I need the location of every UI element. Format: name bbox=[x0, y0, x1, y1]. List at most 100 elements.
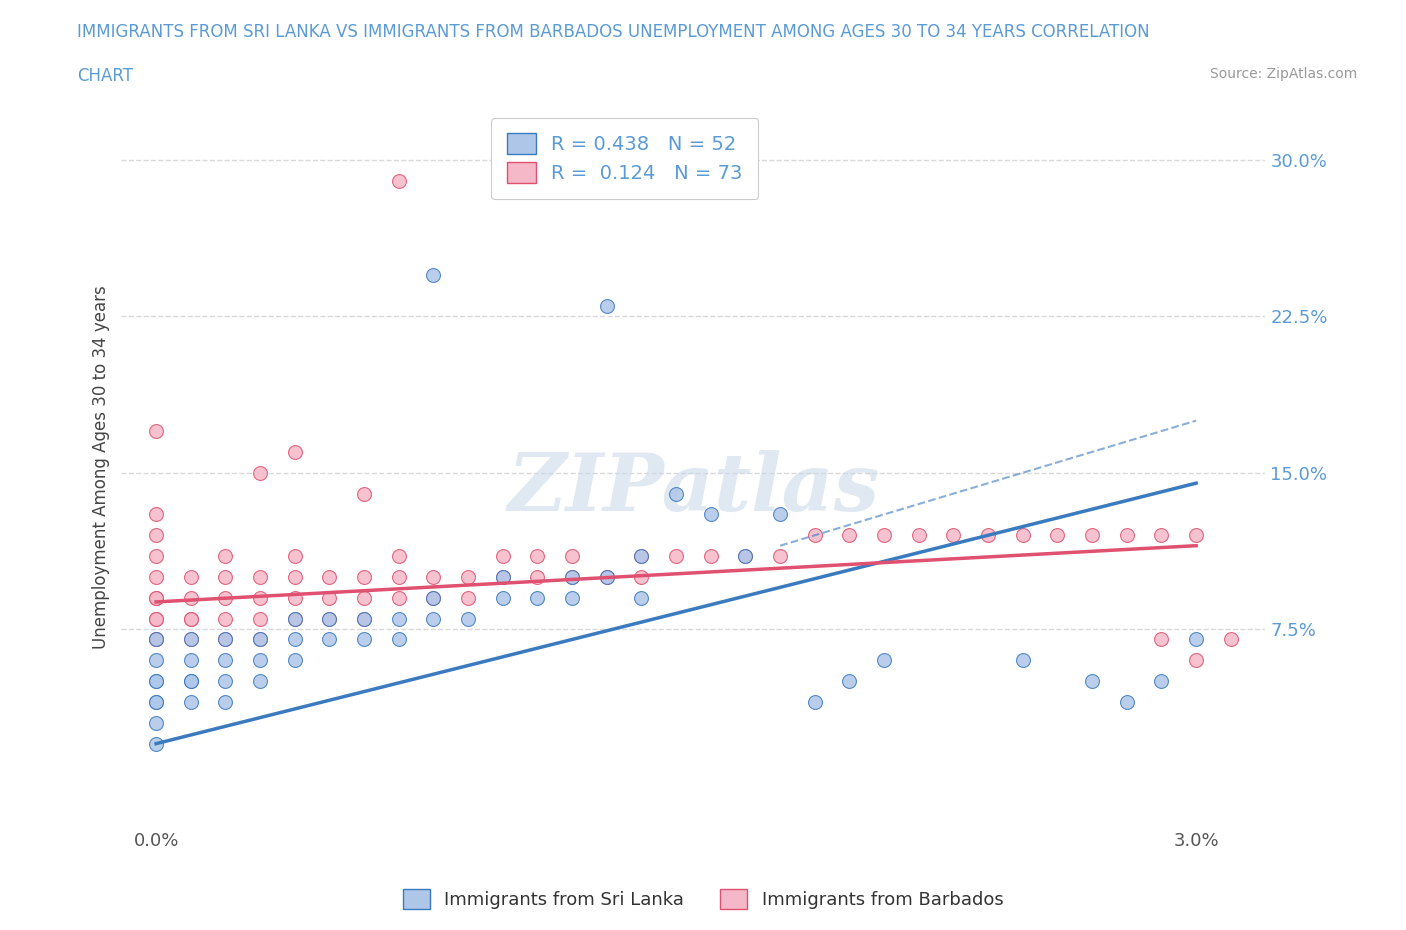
Text: IMMIGRANTS FROM SRI LANKA VS IMMIGRANTS FROM BARBADOS UNEMPLOYMENT AMONG AGES 30: IMMIGRANTS FROM SRI LANKA VS IMMIGRANTS … bbox=[77, 23, 1150, 41]
Point bbox=[145, 673, 167, 688]
Point bbox=[630, 569, 652, 584]
Point bbox=[665, 486, 688, 501]
Point bbox=[596, 569, 619, 584]
Point bbox=[214, 632, 236, 647]
Point bbox=[942, 528, 965, 543]
Point bbox=[907, 528, 929, 543]
Point bbox=[1150, 673, 1173, 688]
Point bbox=[457, 591, 479, 605]
Point bbox=[145, 591, 167, 605]
Text: ZIPatlas: ZIPatlas bbox=[508, 450, 880, 528]
Point bbox=[596, 569, 619, 584]
Point bbox=[318, 611, 340, 626]
Point bbox=[1185, 632, 1208, 647]
Point bbox=[630, 591, 652, 605]
Point bbox=[284, 569, 307, 584]
Point bbox=[1150, 528, 1173, 543]
Point bbox=[561, 591, 583, 605]
Point bbox=[977, 528, 1000, 543]
Point bbox=[457, 569, 479, 584]
Point bbox=[353, 611, 375, 626]
Point bbox=[457, 611, 479, 626]
Point bbox=[145, 695, 167, 710]
Point bbox=[1150, 632, 1173, 647]
Point bbox=[388, 569, 411, 584]
Point bbox=[249, 632, 271, 647]
Point bbox=[596, 299, 619, 313]
Point bbox=[1011, 528, 1033, 543]
Point bbox=[249, 653, 271, 668]
Point bbox=[145, 632, 167, 647]
Point bbox=[388, 611, 411, 626]
Point bbox=[838, 528, 860, 543]
Point bbox=[145, 611, 167, 626]
Point bbox=[526, 591, 548, 605]
Point bbox=[492, 569, 515, 584]
Point bbox=[526, 549, 548, 564]
Point bbox=[388, 549, 411, 564]
Text: CHART: CHART bbox=[77, 67, 134, 85]
Point bbox=[249, 591, 271, 605]
Point bbox=[180, 611, 202, 626]
Point bbox=[734, 549, 756, 564]
Point bbox=[422, 611, 444, 626]
Point bbox=[145, 611, 167, 626]
Point bbox=[180, 569, 202, 584]
Point bbox=[804, 528, 827, 543]
Point bbox=[145, 632, 167, 647]
Point bbox=[145, 737, 167, 751]
Point bbox=[1185, 528, 1208, 543]
Point bbox=[214, 695, 236, 710]
Point bbox=[838, 673, 860, 688]
Point bbox=[284, 549, 307, 564]
Point bbox=[1046, 528, 1069, 543]
Point bbox=[388, 632, 411, 647]
Point bbox=[249, 465, 271, 480]
Point bbox=[145, 653, 167, 668]
Point bbox=[1081, 673, 1104, 688]
Point bbox=[214, 549, 236, 564]
Point bbox=[1219, 632, 1241, 647]
Point bbox=[284, 653, 307, 668]
Point bbox=[284, 611, 307, 626]
Point bbox=[630, 549, 652, 564]
Point bbox=[180, 632, 202, 647]
Point bbox=[318, 569, 340, 584]
Point bbox=[180, 591, 202, 605]
Point bbox=[665, 549, 688, 564]
Point bbox=[145, 549, 167, 564]
Point bbox=[873, 528, 896, 543]
Y-axis label: Unemployment Among Ages 30 to 34 years: Unemployment Among Ages 30 to 34 years bbox=[93, 286, 110, 649]
Point bbox=[180, 673, 202, 688]
Point bbox=[492, 591, 515, 605]
Point bbox=[353, 486, 375, 501]
Point bbox=[249, 569, 271, 584]
Point bbox=[180, 653, 202, 668]
Point bbox=[145, 528, 167, 543]
Point bbox=[284, 632, 307, 647]
Point bbox=[145, 507, 167, 522]
Point bbox=[388, 174, 411, 189]
Point bbox=[422, 569, 444, 584]
Point bbox=[214, 611, 236, 626]
Point bbox=[492, 569, 515, 584]
Point bbox=[353, 569, 375, 584]
Point bbox=[492, 549, 515, 564]
Point bbox=[700, 549, 723, 564]
Legend: Immigrants from Sri Lanka, Immigrants from Barbados: Immigrants from Sri Lanka, Immigrants fr… bbox=[395, 882, 1011, 916]
Point bbox=[561, 549, 583, 564]
Point bbox=[1081, 528, 1104, 543]
Point bbox=[561, 569, 583, 584]
Point bbox=[145, 591, 167, 605]
Point bbox=[873, 653, 896, 668]
Point bbox=[630, 549, 652, 564]
Point bbox=[769, 549, 792, 564]
Point bbox=[180, 673, 202, 688]
Point bbox=[353, 632, 375, 647]
Point bbox=[249, 611, 271, 626]
Point bbox=[1185, 653, 1208, 668]
Point bbox=[145, 673, 167, 688]
Point bbox=[1011, 653, 1033, 668]
Point bbox=[214, 632, 236, 647]
Point bbox=[804, 695, 827, 710]
